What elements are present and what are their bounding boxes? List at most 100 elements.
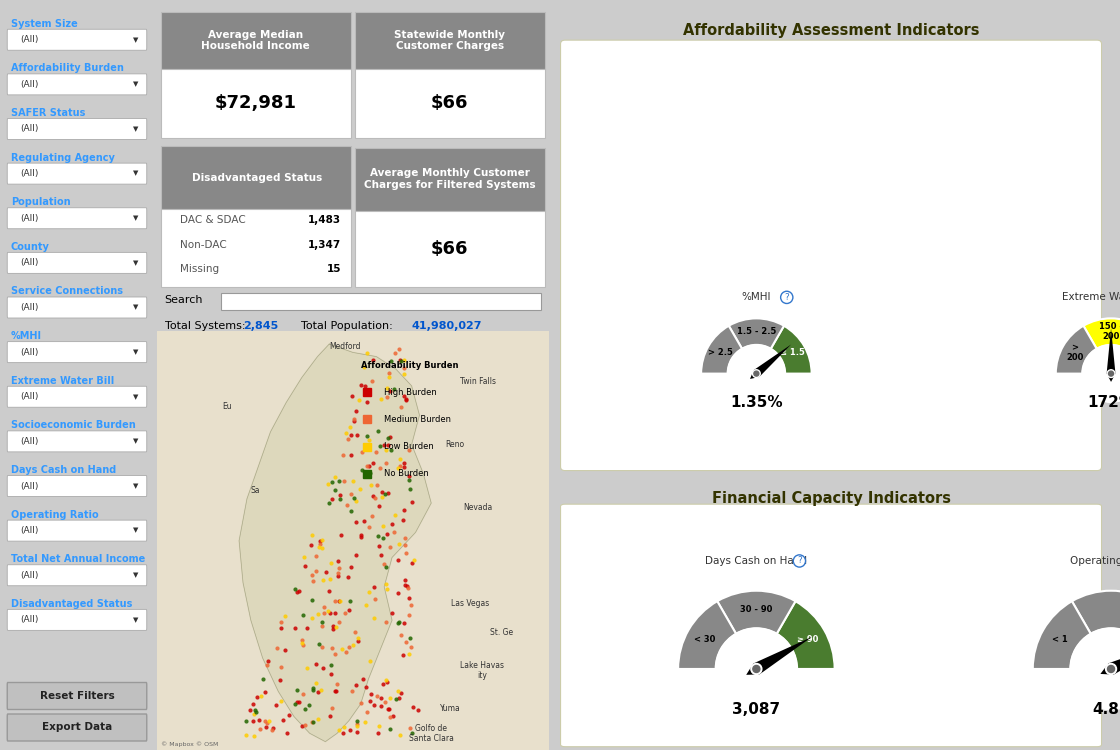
Text: Medium Burden: Medium Burden	[384, 415, 451, 424]
Text: (All): (All)	[20, 258, 38, 268]
Circle shape	[753, 370, 760, 377]
Text: (All): (All)	[20, 436, 38, 445]
Text: (All): (All)	[20, 571, 38, 580]
FancyBboxPatch shape	[355, 148, 544, 211]
Text: (All): (All)	[20, 124, 38, 134]
Text: Low Burden: Low Burden	[384, 442, 433, 451]
Text: Total Population:: Total Population:	[293, 321, 396, 331]
Text: Total Systems:: Total Systems:	[165, 321, 249, 331]
Wedge shape	[777, 602, 834, 669]
FancyBboxPatch shape	[161, 69, 351, 138]
Text: (All): (All)	[20, 170, 38, 178]
FancyBboxPatch shape	[7, 386, 147, 407]
Circle shape	[728, 345, 785, 402]
Text: 15: 15	[327, 264, 340, 274]
Text: Eu: Eu	[223, 402, 232, 411]
Polygon shape	[157, 332, 549, 750]
Text: > 2.5: > 2.5	[708, 348, 732, 357]
Text: ▼: ▼	[133, 438, 139, 444]
FancyBboxPatch shape	[161, 146, 351, 209]
Text: No Burden: No Burden	[384, 470, 429, 478]
Wedge shape	[701, 326, 743, 374]
Text: County: County	[11, 242, 49, 252]
Text: 4.85: 4.85	[1092, 702, 1120, 717]
FancyBboxPatch shape	[222, 293, 541, 310]
Text: Statewide Monthly
Customer Charges: Statewide Monthly Customer Charges	[394, 30, 505, 51]
Text: Lake Havas
ity: Lake Havas ity	[460, 661, 504, 680]
FancyBboxPatch shape	[7, 297, 147, 318]
Text: 1.35%: 1.35%	[730, 394, 783, 410]
Circle shape	[1071, 628, 1120, 710]
Text: $66: $66	[431, 240, 468, 258]
Text: Extreme Water Bill: Extreme Water Bill	[1063, 292, 1120, 302]
FancyBboxPatch shape	[7, 208, 147, 229]
Text: ▼: ▼	[133, 483, 139, 489]
Text: ▼: ▼	[133, 304, 139, 310]
Text: ≥ 90: ≥ 90	[797, 634, 819, 644]
FancyBboxPatch shape	[7, 118, 147, 140]
Text: ▼: ▼	[133, 616, 139, 622]
Text: High Burden: High Burden	[384, 388, 437, 397]
Text: ▼: ▼	[133, 260, 139, 266]
Polygon shape	[1101, 642, 1120, 675]
Text: 1.5 - 2.5: 1.5 - 2.5	[737, 327, 776, 336]
Text: 150 -
200: 150 - 200	[1099, 322, 1120, 341]
Text: ▼: ▼	[133, 528, 139, 534]
FancyBboxPatch shape	[355, 69, 544, 138]
Circle shape	[753, 665, 759, 673]
Text: SAFER Status: SAFER Status	[11, 108, 85, 118]
FancyBboxPatch shape	[7, 342, 147, 363]
Text: ▼: ▼	[133, 82, 139, 88]
Text: Socioeconomic Burden: Socioeconomic Burden	[11, 420, 136, 430]
Text: %MHI: %MHI	[741, 292, 772, 302]
Text: 172%: 172%	[1088, 394, 1120, 410]
FancyBboxPatch shape	[355, 12, 544, 69]
Text: 2,845: 2,845	[243, 321, 278, 331]
Text: $72,981: $72,981	[215, 94, 297, 112]
Polygon shape	[746, 637, 812, 675]
Text: Non-DAC: Non-DAC	[180, 239, 227, 250]
Text: Golfo de
Santa Clara: Golfo de Santa Clara	[409, 724, 454, 743]
Text: St. Ge: St. Ge	[491, 628, 513, 638]
Text: Days Cash on Hand: Days Cash on Hand	[706, 556, 808, 566]
Text: Nevada: Nevada	[464, 503, 493, 512]
Text: Affordability Burden: Affordability Burden	[361, 361, 458, 370]
Text: 30 - 90: 30 - 90	[740, 605, 773, 614]
Circle shape	[1109, 371, 1113, 376]
FancyBboxPatch shape	[560, 504, 1101, 747]
Text: Service Connections: Service Connections	[11, 286, 123, 296]
Wedge shape	[771, 326, 812, 374]
Text: ▼: ▼	[133, 215, 139, 221]
Text: Disadvantaged Status: Disadvantaged Status	[11, 598, 132, 609]
Wedge shape	[1072, 591, 1120, 634]
Polygon shape	[392, 332, 549, 750]
Text: 1,347: 1,347	[308, 239, 340, 250]
Text: Disadvantaged Status: Disadvantaged Status	[192, 172, 321, 182]
Text: System Size: System Size	[11, 19, 77, 28]
Text: < 30: < 30	[694, 634, 716, 644]
Text: (All): (All)	[20, 526, 38, 536]
Text: Twin Falls: Twin Falls	[460, 377, 496, 386]
Text: ▼: ▼	[133, 37, 139, 43]
Text: Yuma: Yuma	[440, 704, 461, 712]
Polygon shape	[240, 344, 431, 742]
Text: Affordability Assessment Indicators: Affordability Assessment Indicators	[683, 22, 979, 38]
FancyBboxPatch shape	[7, 565, 147, 586]
Text: Sa: Sa	[250, 486, 260, 495]
Text: Reno: Reno	[445, 440, 465, 449]
FancyBboxPatch shape	[7, 609, 147, 630]
Text: 3,087: 3,087	[732, 702, 781, 717]
Text: Average Median
Household Income: Average Median Household Income	[202, 30, 310, 51]
FancyBboxPatch shape	[161, 209, 351, 287]
Text: ?: ?	[784, 292, 790, 302]
Circle shape	[750, 664, 762, 674]
Text: Operating Ratio: Operating Ratio	[11, 510, 99, 520]
Circle shape	[1108, 665, 1114, 673]
FancyBboxPatch shape	[7, 164, 147, 184]
Text: Days Cash on Hand: Days Cash on Hand	[11, 465, 116, 475]
FancyBboxPatch shape	[7, 476, 147, 496]
Polygon shape	[750, 344, 791, 379]
Wedge shape	[1033, 602, 1091, 669]
Text: ▼: ▼	[133, 350, 139, 355]
Wedge shape	[678, 602, 736, 669]
